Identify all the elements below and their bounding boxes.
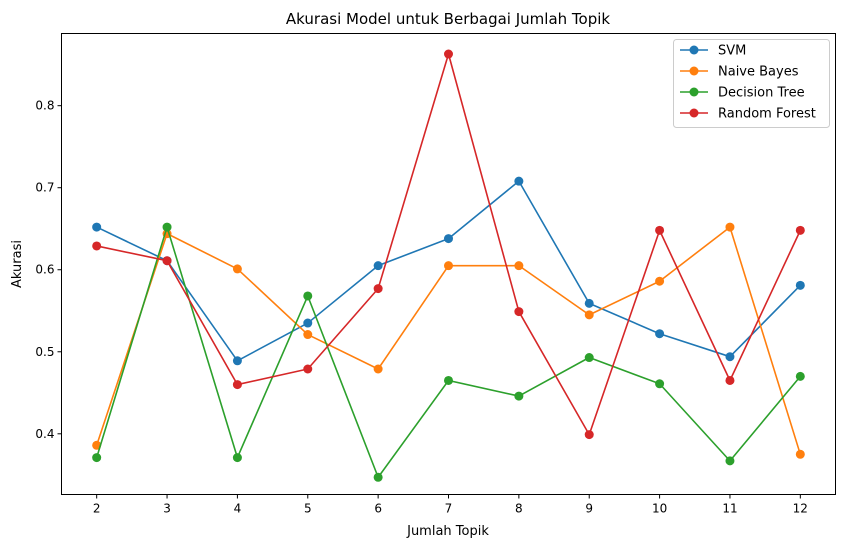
x-axis: 2 3 4 5 6 7 8 9 10 11 12 <box>93 494 808 516</box>
data-point-svm <box>584 298 594 308</box>
y-tick-label: 0.5 <box>35 345 54 359</box>
data-point-decision-tree <box>655 379 665 389</box>
y-tick-label: 0.4 <box>35 427 54 441</box>
x-tick-label: 2 <box>93 502 101 516</box>
legend-label: Random Forest <box>718 107 816 122</box>
x-tick-label: 6 <box>374 502 382 516</box>
x-tick-label: 4 <box>234 502 242 516</box>
data-point-svm <box>373 261 383 271</box>
data-point-svm <box>92 222 102 232</box>
data-point-svm <box>655 329 665 339</box>
x-axis-title: Jumlah Topik <box>406 524 489 539</box>
y-tick-label: 0.8 <box>35 99 54 113</box>
data-point-decision-tree <box>725 456 735 466</box>
data-point-random-forest <box>725 375 735 385</box>
data-point-naive-bayes <box>303 330 313 340</box>
legend-marker <box>689 108 699 118</box>
data-point-random-forest <box>444 49 453 59</box>
y-tick-label: 0.7 <box>35 181 54 195</box>
data-point-decision-tree <box>162 222 172 232</box>
data-point-random-forest <box>655 225 665 235</box>
data-point-naive-bayes <box>232 264 242 274</box>
series-decision-tree <box>92 222 805 482</box>
data-point-svm <box>514 176 524 186</box>
data-point-naive-bayes <box>373 364 383 374</box>
x-tick-label: 3 <box>163 502 171 516</box>
data-point-naive-bayes <box>584 310 594 320</box>
data-point-naive-bayes <box>655 276 665 286</box>
data-point-svm <box>444 234 453 244</box>
data-point-decision-tree <box>514 391 524 401</box>
chart-title: Akurasi Model untuk Berbagai Jumlah Topi… <box>286 10 610 28</box>
data-point-decision-tree <box>444 375 453 385</box>
x-tick-label: 5 <box>304 502 312 516</box>
data-point-svm <box>303 318 313 328</box>
x-tick-label: 9 <box>585 502 593 516</box>
data-point-decision-tree <box>92 453 102 463</box>
data-point-naive-bayes <box>514 261 524 271</box>
data-point-svm <box>725 352 735 362</box>
y-axis-title: Akurasi <box>10 240 25 288</box>
legend: SVM Naive Bayes Decision Tree Random Forest <box>673 39 830 128</box>
y-axis: 0.4 0.5 0.6 0.7 0.8 <box>35 99 62 441</box>
data-point-naive-bayes <box>725 222 735 232</box>
data-point-random-forest <box>514 307 524 317</box>
legend-label: Naive Bayes <box>718 65 799 80</box>
data-point-random-forest <box>373 284 383 294</box>
series-naive-bayes <box>92 222 805 459</box>
data-point-random-forest <box>232 380 242 390</box>
legend-item-naive-bayes: Naive Bayes <box>680 65 799 80</box>
legend-item-random-forest: Random Forest <box>680 107 816 122</box>
data-point-svm <box>795 280 805 290</box>
data-point-random-forest <box>303 364 313 374</box>
data-point-svm <box>232 356 242 366</box>
x-tick-label: 11 <box>722 502 737 516</box>
x-tick-label: 10 <box>652 502 667 516</box>
legend-label: SVM <box>718 44 746 59</box>
legend-box <box>673 39 830 128</box>
data-point-random-forest <box>584 430 594 440</box>
legend-item-decision-tree: Decision Tree <box>680 86 805 101</box>
y-tick-label: 0.6 <box>35 263 54 277</box>
data-point-random-forest <box>162 256 172 266</box>
data-point-naive-bayes <box>444 261 453 271</box>
legend-marker <box>689 66 699 76</box>
data-point-decision-tree <box>584 353 594 363</box>
x-tick-label: 7 <box>445 502 453 516</box>
data-point-decision-tree <box>795 371 805 381</box>
legend-marker <box>689 87 699 97</box>
data-point-naive-bayes <box>795 449 805 459</box>
data-point-random-forest <box>795 225 805 235</box>
legend-marker <box>689 45 699 55</box>
legend-label: Decision Tree <box>718 86 805 101</box>
plot-lines <box>92 49 805 482</box>
x-tick-label: 12 <box>793 502 808 516</box>
data-point-decision-tree <box>232 453 242 463</box>
series-line-svm <box>96 180 801 362</box>
series-svm <box>92 176 805 366</box>
legend-item-svm: SVM <box>680 44 746 59</box>
data-point-decision-tree <box>373 472 383 482</box>
x-tick-label: 8 <box>515 502 523 516</box>
data-point-random-forest <box>92 241 102 251</box>
data-point-decision-tree <box>303 291 313 301</box>
series-random-forest <box>92 49 805 440</box>
